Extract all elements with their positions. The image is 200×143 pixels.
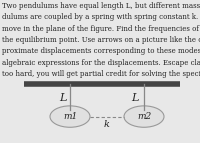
Ellipse shape	[50, 106, 90, 127]
Text: proximate displacements corresponding to these modes. You do not need to find: proximate displacements corresponding to…	[2, 47, 200, 55]
Text: the equilibrium point. Use arrows on a picture like the one below to show the ap: the equilibrium point. Use arrows on a p…	[2, 36, 200, 44]
Text: m2: m2	[137, 112, 151, 121]
Text: L: L	[131, 93, 138, 103]
Text: dulums are coupled by a spring with spring constant k. The pendulums can only: dulums are coupled by a spring with spri…	[2, 13, 200, 21]
Text: Two pendulums have equal length L, but different masses mᵢ and m₂. The pen-: Two pendulums have equal length L, but d…	[2, 2, 200, 10]
Text: algebraic expressions for the displacements. Escape clause: if this problem is a: algebraic expressions for the displaceme…	[2, 59, 200, 67]
Text: k: k	[104, 120, 110, 129]
Ellipse shape	[124, 106, 164, 127]
Text: move in the plane of the figure. Find the frequencies of small oscillations arou: move in the plane of the figure. Find th…	[2, 25, 200, 33]
Text: L: L	[59, 93, 66, 103]
Text: too hard, you will get partial credit for solving the special case m₁ = m₂.: too hard, you will get partial credit fo…	[2, 70, 200, 78]
Text: m1: m1	[63, 112, 77, 121]
